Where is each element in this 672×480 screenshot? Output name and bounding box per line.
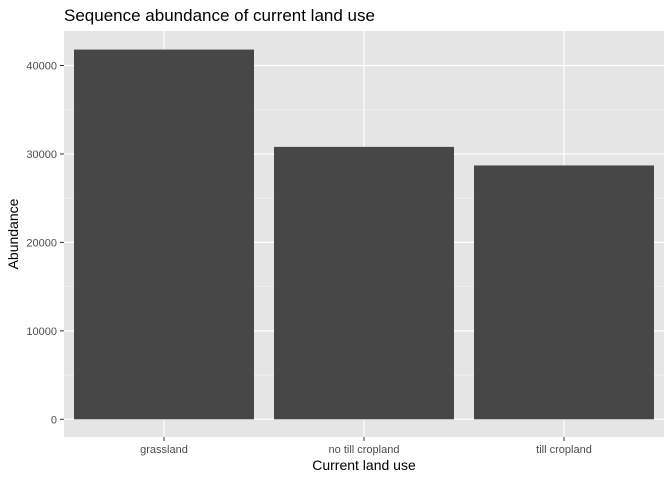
y-tick-label: 30000 xyxy=(26,149,57,161)
x-tick-label: till cropland xyxy=(536,444,592,456)
y-tick-label: 40000 xyxy=(26,60,57,72)
x-axis: grassland no till cropland till cropland xyxy=(140,437,592,456)
bar-no-till-cropland xyxy=(274,146,454,420)
bar-grassland xyxy=(74,49,254,420)
chart-title: Sequence abundance of current land use xyxy=(64,6,375,25)
bars xyxy=(74,49,654,420)
y-axis: 0 10000 20000 30000 40000 xyxy=(26,60,64,426)
x-axis-title: Current land use xyxy=(312,457,416,473)
y-tick-label: 20000 xyxy=(26,237,57,249)
x-tick-label: no till cropland xyxy=(329,444,400,456)
y-tick-label: 10000 xyxy=(26,326,57,338)
y-tick-label: 0 xyxy=(51,414,57,426)
y-axis-title: Abundance xyxy=(5,198,21,269)
x-tick-label: grassland xyxy=(140,444,188,456)
bar-till-cropland xyxy=(474,165,654,420)
